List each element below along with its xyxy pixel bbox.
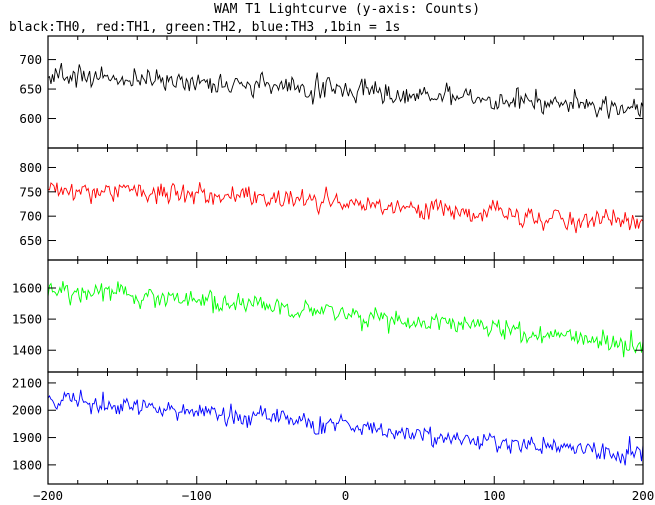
series-line-th2 <box>48 281 643 358</box>
y-tick-label: 600 <box>19 111 42 126</box>
y-tick-label: 750 <box>19 184 42 199</box>
y-tick-label: 700 <box>19 52 42 67</box>
x-tick-label: 100 <box>483 488 506 503</box>
x-axis: −200 −100 0 100 200 <box>33 488 654 503</box>
y-tick-label: 2100 <box>12 375 42 390</box>
panel-frame <box>47 147 644 261</box>
series-line-th3 <box>48 389 643 466</box>
y-tick-label: 1800 <box>12 457 42 472</box>
panel-th0: 600 650 700 <box>19 35 644 149</box>
panel-th3: 1800 1900 2000 2100 <box>12 371 644 485</box>
panel-frame <box>47 371 644 485</box>
y-tick-label: 650 <box>19 82 42 97</box>
panel-frame <box>47 35 644 149</box>
y-tick-label: 1400 <box>12 343 42 358</box>
series-line-th1 <box>48 182 643 234</box>
y-tick-label: 2000 <box>12 403 42 418</box>
y-tick-label: 700 <box>19 209 42 224</box>
panel-th2: 1400 1500 1600 <box>12 259 644 373</box>
x-tick-label: −100 <box>182 488 212 503</box>
chart-subtitle: black:TH0, red:TH1, green:TH2, blue:TH3 … <box>9 20 400 35</box>
panels-group: 600 650 700 650 700 750 800 1400 1500 1600 1800 190… <box>12 35 654 503</box>
panel-frame <box>47 259 644 373</box>
y-tick-label: 1500 <box>12 312 42 327</box>
y-tick-label: 1900 <box>12 430 42 445</box>
y-tick-label: 800 <box>19 160 42 175</box>
chart-title: WAM T1 Lightcurve (y-axis: Counts) <box>214 2 480 17</box>
x-tick-label: 200 <box>632 488 655 503</box>
x-tick-label: −200 <box>33 488 63 503</box>
panel-th1: 650 700 750 800 <box>19 147 644 261</box>
x-tick-label: 0 <box>342 488 350 503</box>
y-tick-label: 1600 <box>12 281 42 296</box>
y-tick-label: 650 <box>19 233 42 248</box>
series-line-th0 <box>48 62 643 119</box>
